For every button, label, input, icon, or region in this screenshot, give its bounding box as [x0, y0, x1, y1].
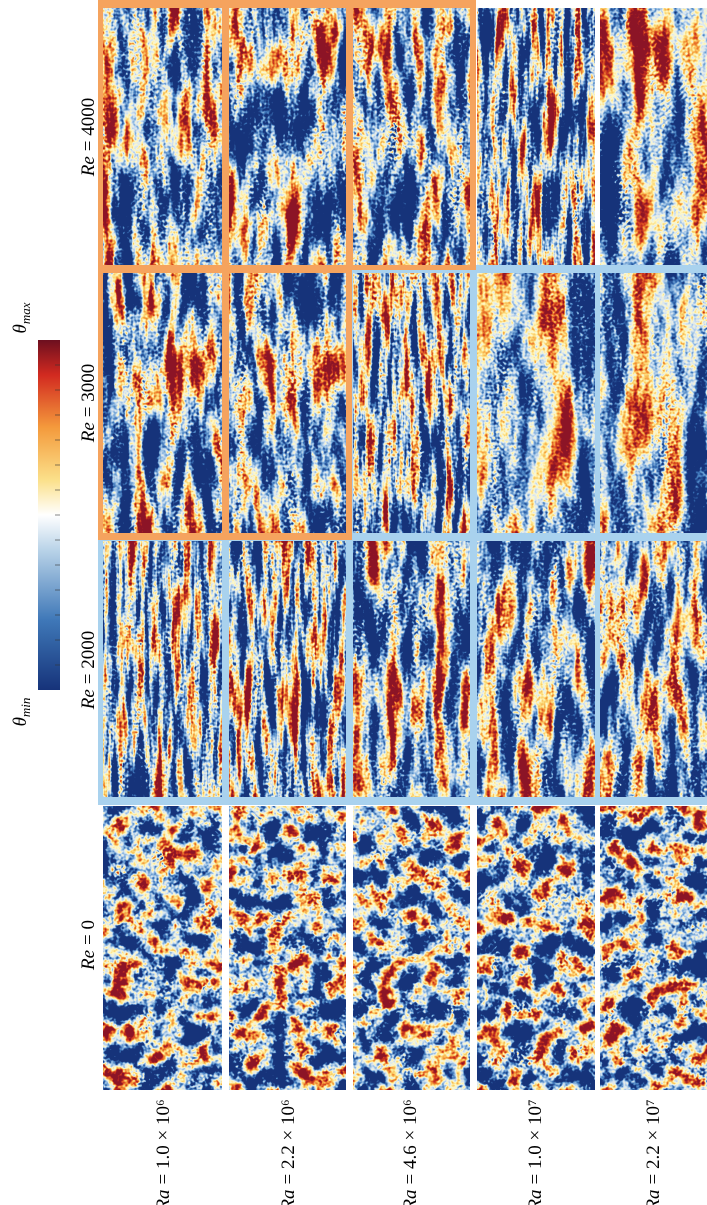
re-label-value: = 3000	[78, 364, 99, 417]
colorbar-symbol: θ	[10, 717, 31, 726]
temperature-panel	[600, 8, 707, 265]
colorbar-subscript: max	[18, 302, 33, 324]
ra-label-var: Ra	[278, 1189, 299, 1205]
ra-label-value: = 2.2 × 10⁶	[278, 1099, 299, 1184]
temperature-panel	[600, 273, 707, 533]
temperature-panel	[229, 273, 346, 533]
colorbar-label: θmin	[10, 698, 33, 727]
temperature-panel	[477, 273, 595, 533]
re-label-var: Re	[78, 689, 99, 710]
temperature-panel	[353, 8, 470, 265]
re-label: Re = 3000	[78, 364, 99, 444]
temperature-panel	[103, 8, 222, 265]
ra-label-value: = 4.6 × 10⁶	[400, 1099, 421, 1184]
ra-label-value: = 2.2 × 10⁷	[643, 1099, 664, 1184]
temperature-panel	[229, 806, 346, 1090]
re-label-value: = 4000	[78, 98, 99, 151]
ra-label-value: = 1.0 × 10⁷	[525, 1099, 546, 1184]
temperature-panel	[103, 273, 222, 533]
ra-label-var: Ra	[153, 1189, 174, 1205]
temperature-panel	[353, 273, 470, 533]
ra-label-var: Ra	[525, 1189, 546, 1205]
re-label: Re = 0	[78, 920, 99, 971]
temperature-panel	[600, 541, 707, 797]
re-label-var: Re	[78, 422, 99, 443]
temperature-panel	[353, 806, 470, 1090]
ra-label: Ra = 1.0 × 10⁷	[525, 1099, 546, 1205]
re-label: Re = 2000	[78, 631, 99, 711]
colorbar-label: θmax	[10, 302, 33, 333]
ra-label: Ra = 1.0 × 10⁶	[153, 1099, 174, 1205]
re-label-value: = 2000	[78, 631, 99, 684]
ra-label: Ra = 2.2 × 10⁶	[278, 1099, 299, 1205]
temperature-panel	[477, 541, 595, 797]
ra-label-var: Ra	[643, 1189, 664, 1205]
colorbar-symbol: θ	[10, 324, 31, 333]
temperature-panel	[229, 8, 346, 265]
ra-label-value: = 1.0 × 10⁶	[153, 1099, 174, 1184]
temperature-panel	[477, 806, 595, 1090]
colorbar	[38, 340, 60, 690]
temperature-panel	[103, 806, 222, 1090]
colorbar-subscript: min	[18, 698, 33, 718]
temperature-panel	[477, 8, 595, 265]
re-label-var: Re	[78, 950, 99, 971]
temperature-panel	[600, 806, 707, 1090]
re-label-value: = 0	[78, 920, 99, 945]
ra-label: Ra = 2.2 × 10⁷	[643, 1099, 664, 1205]
temperature-panel	[103, 541, 222, 797]
ra-label-var: Ra	[400, 1189, 421, 1205]
re-label: Re = 4000	[78, 98, 99, 178]
re-label-var: Re	[78, 156, 99, 177]
ra-label: Ra = 4.6 × 10⁶	[400, 1099, 421, 1205]
temperature-panel	[353, 541, 470, 797]
temperature-panel	[229, 541, 346, 797]
